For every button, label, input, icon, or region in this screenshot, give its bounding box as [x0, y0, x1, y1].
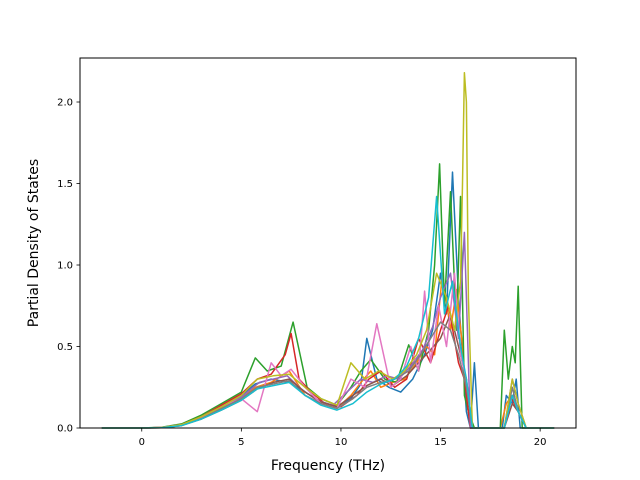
x-tick-label: 10 — [335, 437, 348, 448]
y-tick-label: 2.0 — [57, 98, 73, 109]
x-tick-label: 5 — [238, 437, 244, 448]
x-tick-label: 20 — [534, 437, 547, 448]
plot-frame — [79, 57, 577, 429]
y-axis-label: Partial Density of States — [26, 159, 42, 327]
y-tick-label: 1.5 — [57, 179, 73, 190]
y-tick-label: 1.0 — [57, 261, 73, 272]
x-axis-label: Frequency (THz) — [271, 458, 385, 474]
x-axis-ticks: 0 5 10 15 20 — [139, 428, 547, 448]
x-tick-label: 15 — [434, 437, 447, 448]
y-tick-label: 0.5 — [57, 342, 73, 353]
y-axis-ticks: 0.0 0.5 1.0 1.5 2.0 — [57, 98, 80, 435]
plot-area — [80, 58, 576, 428]
x-tick-label: 0 — [139, 437, 145, 448]
y-tick-label: 0.0 — [57, 424, 73, 435]
